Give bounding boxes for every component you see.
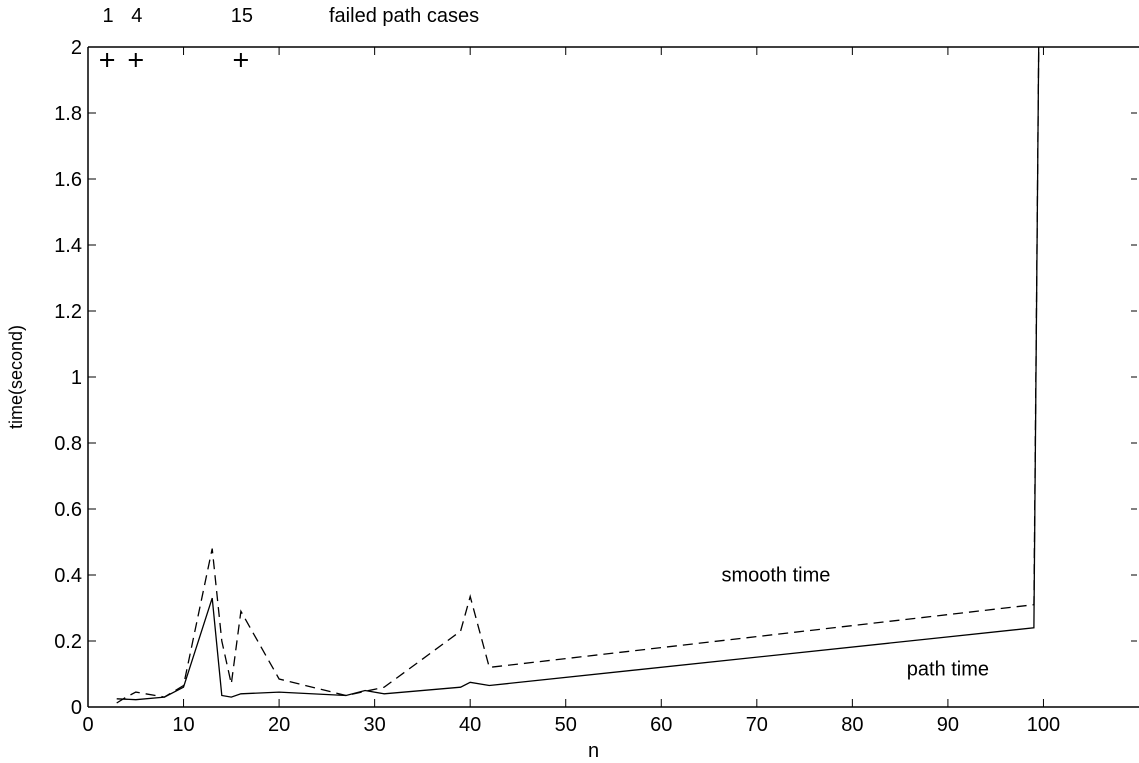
- y-tick-label: 1.8: [54, 103, 82, 125]
- annotation-label: path time: [907, 659, 989, 681]
- y-tick-label: 0.6: [54, 499, 82, 521]
- x-tick-label: 70: [746, 714, 768, 736]
- x-tick-label: 80: [841, 714, 863, 736]
- failed-marker: [128, 53, 143, 67]
- x-tick-label: 50: [555, 714, 577, 736]
- x-tick-label: 60: [650, 714, 672, 736]
- y-tick-label: 1: [71, 367, 82, 389]
- y-tick-label: 0.4: [54, 565, 82, 587]
- series-lines: [116, 47, 1040, 704]
- labels: n time(second) smooth time path time: [6, 325, 989, 762]
- y-tick-label: 1.6: [54, 169, 82, 191]
- y-tick-label: 0: [71, 697, 82, 719]
- failed-marker: [100, 53, 115, 67]
- failed-marker-label: 1: [103, 5, 114, 27]
- y-tick-label: 1.2: [54, 301, 82, 323]
- x-tick-label: 0: [82, 714, 93, 736]
- failed-caption: failed path cases: [329, 5, 479, 27]
- failed-marker-label: 4: [131, 5, 142, 27]
- y-tick-label: 2: [71, 37, 82, 59]
- axes: [87, 46, 1139, 708]
- x-tick-label: 30: [364, 714, 386, 736]
- x-tick-label: 100: [1027, 714, 1060, 736]
- path-time-line: [116, 47, 1040, 701]
- failed-markers: 1 4 15 failed path cases: [100, 5, 479, 67]
- x-tick-label: 90: [937, 714, 959, 736]
- x-tick-label: 10: [172, 714, 194, 736]
- x-tick-label: 20: [268, 714, 290, 736]
- ticks: 0 10 20 30 40 50 60 70 80 90 100 0 0.2 0.4 0.6 0.8 1 1.2 1…: [54, 37, 1137, 736]
- failed-marker-label: 15: [231, 5, 253, 27]
- annotation-label: smooth time: [721, 565, 830, 587]
- y-axis-title: time(second): [6, 325, 26, 429]
- x-axis-title: n: [588, 740, 599, 762]
- y-tick-label: 1.4: [54, 235, 82, 257]
- y-tick-label: 0.8: [54, 433, 82, 455]
- failed-marker: [233, 53, 248, 67]
- y-tick-label: 0.2: [54, 631, 82, 653]
- x-tick-label: 40: [459, 714, 481, 736]
- smooth-time-line: [116, 47, 1040, 704]
